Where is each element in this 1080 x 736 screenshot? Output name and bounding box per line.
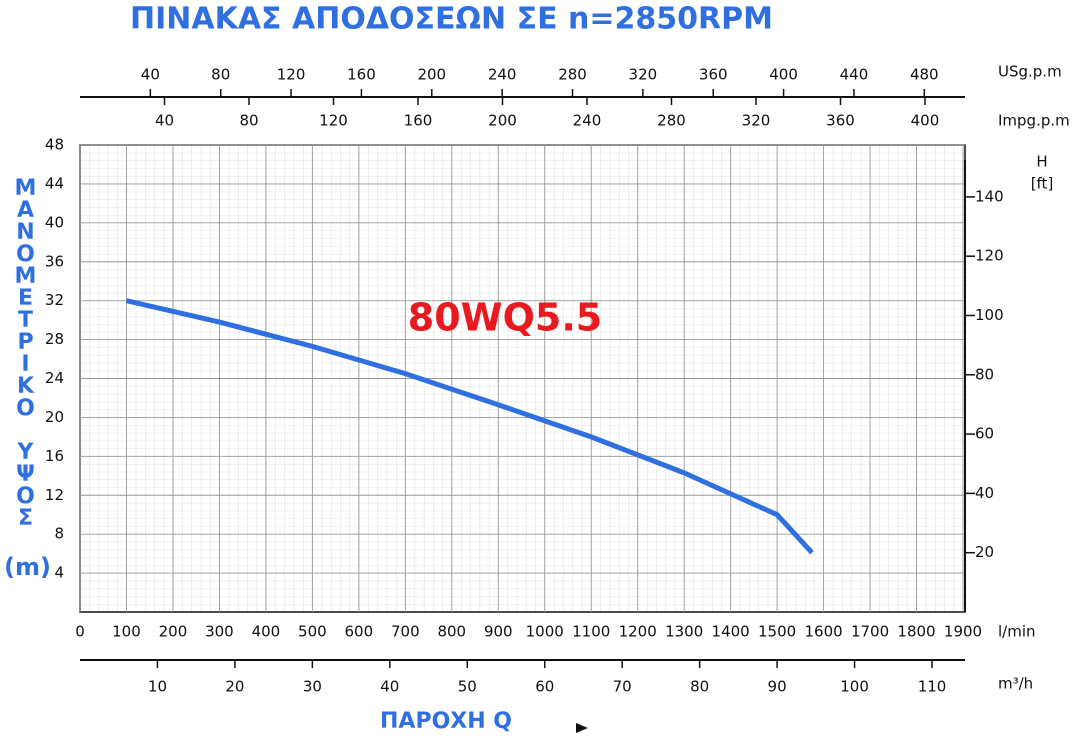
secondary-x-tick-label: 70	[613, 678, 632, 696]
y-tick-label: 24	[45, 369, 64, 387]
secondary-x-tick-label: 80	[211, 66, 230, 84]
x-axis-label: ΠΑΡΟΧΗ Q	[380, 709, 512, 734]
y-axis-label: ΜΑΝΟΜΕΤΡΙΚΟ ΥΨΟΣ	[13, 176, 38, 528]
secondary-x-tick-label: 40	[380, 678, 399, 696]
y-axis-unit: (m)	[4, 553, 51, 581]
y-tick-label: 32	[45, 291, 64, 309]
secondary-x-tick-label: 240	[573, 112, 602, 130]
secondary-x-axis-label: m³/h	[998, 675, 1033, 693]
secondary-x-tick-label: 120	[277, 66, 306, 84]
x-tick-label: 1200	[619, 623, 657, 641]
y-tick-label: 28	[45, 330, 64, 348]
x-tick-label: 1900	[944, 623, 982, 641]
secondary-x-tick-label: 360	[699, 66, 728, 84]
x-tick-label: 300	[205, 623, 234, 641]
secondary-x-tick-label: 40	[141, 66, 160, 84]
secondary-x-tick-label: 400	[911, 112, 940, 130]
y-tick-label: 8	[54, 525, 64, 543]
secondary-x-tick-label: 80	[690, 678, 709, 696]
secondary-x-tick-label: 280	[558, 66, 587, 84]
x-tick-label: 900	[484, 623, 513, 641]
y-tick-label: 20	[45, 408, 64, 426]
x-tick-label: 0	[75, 623, 85, 641]
x-tick-label: 700	[391, 623, 420, 641]
secondary-x-tick-label: 400	[769, 66, 798, 84]
y2-tick-label: 20	[975, 543, 994, 561]
secondary-x-tick-label: 90	[768, 678, 787, 696]
x-tick-label: 1400	[712, 623, 750, 641]
secondary-x-tick-label: 440	[840, 66, 869, 84]
secondary-x-tick-label: 60	[535, 678, 554, 696]
y-tick-label: 40	[45, 213, 64, 231]
x-tick-label: 1100	[572, 623, 610, 641]
x-tick-label: 1600	[804, 623, 842, 641]
y2-tick-label: 80	[975, 365, 994, 383]
secondary-x-tick-label: 40	[155, 112, 174, 130]
y-tick-label: 36	[45, 252, 64, 270]
secondary-x-tick-label: 50	[458, 678, 477, 696]
arrow	[576, 723, 588, 733]
x-tick-label: 1800	[897, 623, 935, 641]
secondary-x-tick-label: 240	[488, 66, 517, 84]
y2-axis-label: H	[1036, 153, 1047, 171]
y-tick-label: 48	[45, 136, 64, 154]
secondary-x-tick-label: 200	[417, 66, 446, 84]
x-tick-label: 500	[298, 623, 327, 641]
y2-tick-label: 100	[975, 306, 1004, 324]
secondary-x-tick-label: 200	[488, 112, 517, 130]
secondary-x-tick-label: 80	[239, 112, 258, 130]
secondary-x-tick-label: 30	[303, 678, 322, 696]
x-tick-label: 100	[112, 623, 141, 641]
x-axis-unit: l/min	[998, 623, 1036, 641]
secondary-x-tick-label: 160	[347, 66, 376, 84]
secondary-x-tick-label: 120	[319, 112, 348, 130]
secondary-x-tick-label: 480	[910, 66, 939, 84]
y2-tick-label: 140	[975, 187, 1004, 205]
x-tick-label: 400	[252, 623, 281, 641]
secondary-x-tick-label: 100	[840, 678, 869, 696]
series-label: 80WQ5.5	[408, 296, 602, 340]
chart-title: ΠΙΝΑΚΑΣ ΑΠΟΔΟΣΕΩΝ ΣΕ n=2850RPM	[130, 2, 773, 37]
x-tick-label: 1000	[526, 623, 564, 641]
y2-tick-label: 120	[975, 247, 1004, 265]
secondary-x-tick-label: 320	[629, 66, 658, 84]
x-tick-label: 1500	[758, 623, 796, 641]
y2-axis-unit: [ft]	[1031, 175, 1054, 193]
x-tick-label: 1700	[851, 623, 889, 641]
y-tick-label: 12	[45, 486, 64, 504]
secondary-x-tick-label: 20	[225, 678, 244, 696]
x-tick-label: 800	[437, 623, 466, 641]
secondary-x-axis-label: Impg.p.m	[998, 112, 1070, 130]
secondary-x-tick-label: 280	[657, 112, 686, 130]
y2-tick-label: 60	[975, 425, 994, 443]
series-line	[125, 298, 814, 555]
x-tick-label: 600	[345, 623, 374, 641]
y2-tick-label: 40	[975, 484, 994, 502]
y-tick-label: 4	[54, 564, 64, 582]
y-tick-label: 16	[45, 447, 64, 465]
x-tick-label: 200	[159, 623, 188, 641]
secondary-x-tick-label: 10	[148, 678, 167, 696]
secondary-x-tick-label: 160	[404, 112, 433, 130]
y-tick-label: 44	[45, 174, 64, 192]
x-tick-label: 1300	[665, 623, 703, 641]
secondary-x-tick-label: 320	[742, 112, 771, 130]
secondary-x-tick-label: 360	[826, 112, 855, 130]
secondary-x-axis-label: USg.p.m	[998, 63, 1062, 81]
secondary-x-tick-label: 110	[918, 678, 947, 696]
